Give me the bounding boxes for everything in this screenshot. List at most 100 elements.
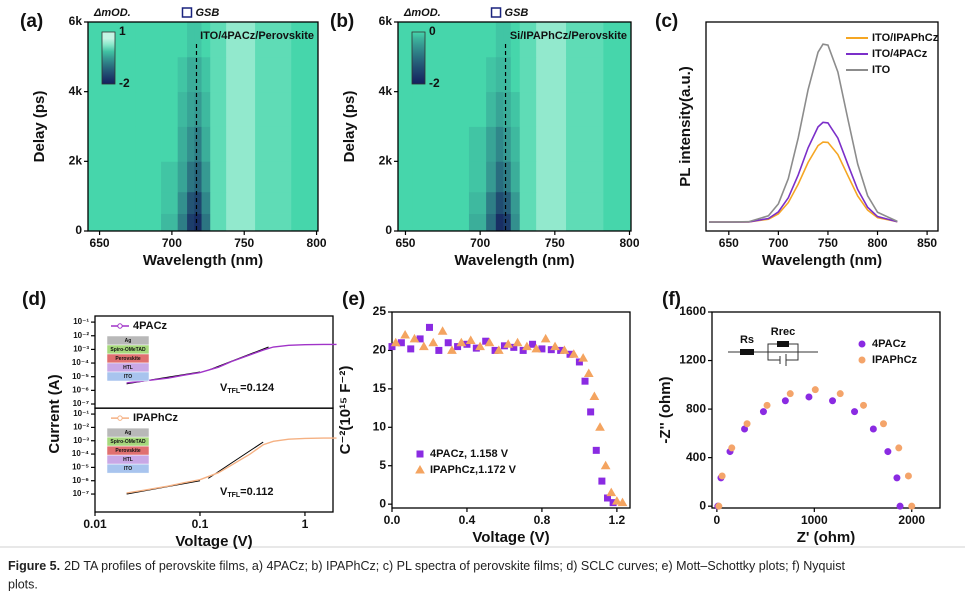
x-axis-label: Voltage (V) (175, 533, 252, 550)
x-tick-label: 2000 (898, 513, 925, 527)
heat-cell (495, 91, 504, 127)
series-line (126, 437, 337, 494)
heat-cell (603, 56, 632, 93)
y-tick-label: 10⁻² (73, 331, 89, 340)
heat-cell (519, 213, 537, 232)
y-tick-label: 800 (686, 401, 706, 415)
heat-cell (495, 56, 504, 93)
x-tick-label: 800 (619, 236, 639, 250)
heat-cell (398, 161, 414, 193)
y-axis-label: C⁻²(10¹⁵ F⁻²) (337, 366, 354, 455)
point (581, 377, 589, 385)
heat-cell (187, 161, 195, 193)
circuit-resistor (740, 349, 754, 355)
heat-cell (201, 22, 211, 58)
heat-cell (412, 213, 444, 232)
heat-cell (503, 22, 512, 58)
point (829, 397, 837, 405)
colorbar-tick-label: 0 (429, 24, 436, 38)
heat-cell (495, 22, 504, 58)
heat-cell (398, 91, 414, 127)
heat-cell (486, 191, 497, 214)
y-tick-label: 0 (379, 496, 386, 510)
heat-cell (468, 161, 487, 193)
heat-cell (412, 126, 444, 162)
device-layer (106, 371, 150, 382)
series-line (708, 141, 898, 223)
heat-cell (536, 161, 567, 193)
y-axis-label: Current (A) (46, 374, 63, 453)
point (587, 408, 595, 416)
heat-cell (135, 22, 162, 58)
heat-cell (255, 126, 292, 162)
heat-cell (603, 126, 632, 162)
heat-cell (161, 22, 179, 58)
point (718, 472, 726, 480)
point (550, 341, 560, 351)
heat-cell (536, 56, 567, 93)
heat-cell (468, 91, 487, 127)
heat-cell (291, 213, 319, 232)
y-tick-label: 0 (75, 223, 82, 237)
heat-cell (510, 22, 521, 58)
colorbar-label: ΔmOD. (93, 7, 131, 19)
point (512, 337, 523, 347)
heat-cell (442, 22, 470, 58)
heat-cell (177, 22, 188, 58)
heat-cell (510, 91, 521, 127)
y-tick-label: 1200 (679, 353, 706, 367)
colorbar (411, 31, 426, 85)
panel-label: (d) (22, 289, 46, 310)
point (465, 335, 476, 344)
heat-cell (486, 213, 497, 232)
heat-cell (486, 126, 497, 162)
colorbar-label: ΔmOD. (403, 7, 441, 19)
heat-cell (519, 126, 537, 162)
legend-label: ITO/IPAPhCz (872, 32, 939, 44)
heat-cell (201, 126, 211, 162)
panel-label: (e) (342, 289, 365, 310)
heat-cell (291, 22, 319, 58)
series-line (126, 343, 337, 384)
point (416, 450, 424, 458)
plot-frame (711, 311, 941, 509)
fit-line (208, 441, 264, 479)
vtfl-main: V (220, 486, 228, 498)
heat-cell (603, 22, 632, 58)
heat-cell (566, 91, 604, 127)
heat-cell (194, 191, 202, 214)
point (475, 341, 485, 351)
colorbar-tick-label: -2 (429, 76, 440, 90)
heat-cell (187, 126, 195, 162)
point (908, 502, 916, 510)
point (578, 353, 589, 362)
device-layer-label: Ag (125, 430, 132, 436)
point (836, 390, 844, 398)
heat-cell (566, 22, 604, 58)
x-tick-label: 1.2 (609, 513, 626, 527)
device-layer-label: HTL (123, 365, 133, 371)
y-tick-label: 10⁻⁷ (73, 399, 89, 408)
point (493, 345, 504, 354)
caption-text: plots. (8, 577, 38, 591)
panel-label: (a) (20, 11, 43, 32)
heat-cell (566, 56, 604, 93)
heat-cell (536, 22, 567, 58)
heat-cell (412, 191, 444, 214)
x-tick-label: 800 (307, 236, 327, 250)
heat-cell (187, 213, 195, 232)
point (437, 326, 448, 335)
heat-cell (566, 213, 604, 232)
heat-cell (519, 91, 537, 127)
caption-text: 2D TA profiles of perovskite films, a) 4… (64, 559, 845, 573)
heat-cell (255, 22, 292, 58)
heat-cell (510, 213, 521, 232)
y-tick-label: 4k (379, 84, 393, 98)
point (612, 496, 622, 505)
vtfl-sub: TFL (227, 492, 241, 499)
heat-cell (226, 91, 256, 127)
point (763, 401, 771, 409)
heat-cell (161, 191, 179, 214)
heat-cell (536, 191, 567, 214)
device-layer (106, 463, 150, 474)
